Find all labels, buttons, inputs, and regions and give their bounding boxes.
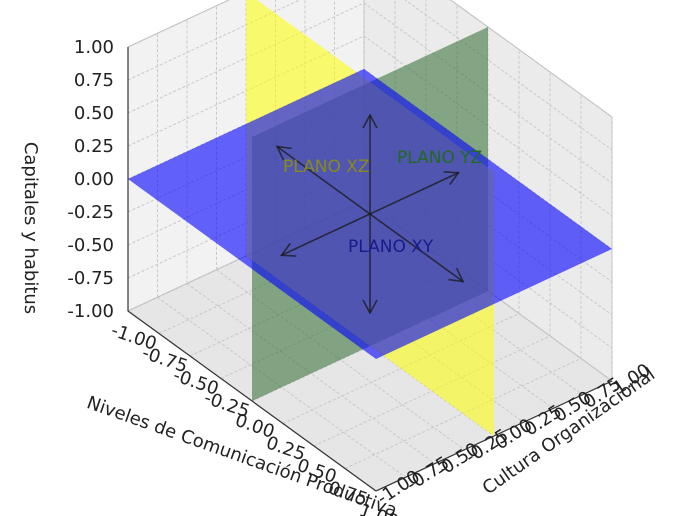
x-arrow-head <box>448 267 465 283</box>
y-arrow-head <box>443 171 461 186</box>
z-tick-label: -0.75 <box>67 268 114 289</box>
z-tick-label: 1.00 <box>74 37 114 58</box>
plane-label-xz: PLANO XZ <box>283 157 370 177</box>
z-tick-label: 0.75 <box>74 70 114 91</box>
grid-y-floor-line <box>186 283 436 464</box>
z-tick-label: 0.00 <box>74 169 114 190</box>
grid-x-line <box>344 94 582 469</box>
grid-z-line <box>127 0 613 151</box>
z-arrow-head <box>362 113 378 129</box>
z-axis-label: Capitales y habitus <box>20 142 41 314</box>
z-tick-label: 0.50 <box>74 103 114 124</box>
grid-z-line <box>127 0 613 118</box>
grid-y-floor-line <box>157 296 406 478</box>
z-tick-label: -1.00 <box>67 301 114 322</box>
grid-x-line <box>313 72 551 447</box>
plane-label-xy: PLANO XY <box>348 237 434 257</box>
y-arrow-head <box>279 242 297 257</box>
axis-arrows <box>275 113 465 315</box>
z-tick-label: -0.25 <box>67 202 114 223</box>
z-tick-label: -0.50 <box>67 235 114 256</box>
plane-label-yz: PLANO YZ <box>397 148 482 168</box>
z-tick-label: 0.25 <box>74 136 114 157</box>
x-arrow-head <box>275 145 292 161</box>
z-arrow-head <box>362 299 378 315</box>
